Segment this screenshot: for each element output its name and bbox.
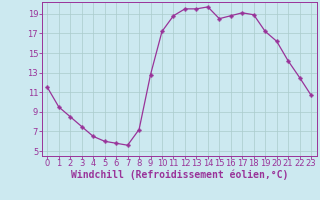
- X-axis label: Windchill (Refroidissement éolien,°C): Windchill (Refroidissement éolien,°C): [70, 170, 288, 180]
